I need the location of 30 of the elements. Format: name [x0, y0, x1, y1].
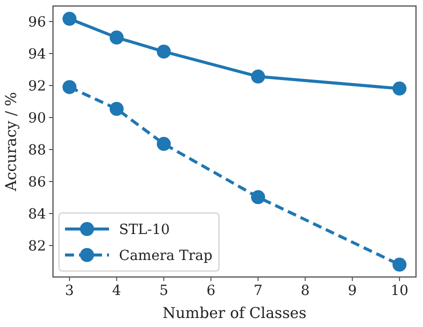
y-tick-label: 96 — [28, 14, 46, 30]
point — [156, 136, 171, 151]
point — [62, 80, 76, 94]
point — [62, 12, 76, 26]
y-tick-label: 82 — [28, 238, 46, 254]
y-tick-label: 92 — [28, 78, 46, 94]
x-tick-label: 8 — [300, 283, 310, 299]
x-tick-label: 5 — [159, 283, 168, 299]
point — [110, 30, 124, 45]
x-tick-label: 9 — [348, 283, 357, 299]
point — [110, 102, 124, 116]
x-tick-label: 6 — [206, 283, 216, 299]
y-tick-label: 86 — [28, 174, 46, 190]
y-axis-title: Accuracy / % — [2, 92, 20, 192]
point — [156, 44, 171, 59]
y-tick-label: 94 — [28, 46, 46, 62]
x-tick-label: 7 — [254, 283, 263, 299]
point — [251, 190, 266, 204]
y-tick-label: 88 — [28, 142, 46, 158]
x-tick-label: 10 — [390, 283, 408, 299]
point — [251, 70, 266, 84]
point — [392, 82, 406, 96]
point — [392, 258, 406, 272]
x-tick-label: 4 — [112, 283, 122, 299]
legend-label: STL-10 — [119, 222, 170, 238]
x-tick-label: 3 — [65, 283, 74, 299]
y-tick-label: 90 — [28, 110, 46, 126]
legend-label: Camera Trap — [119, 248, 212, 264]
x-axis-title: Number of Classes — [162, 304, 306, 322]
y-tick-label: 84 — [28, 206, 46, 222]
